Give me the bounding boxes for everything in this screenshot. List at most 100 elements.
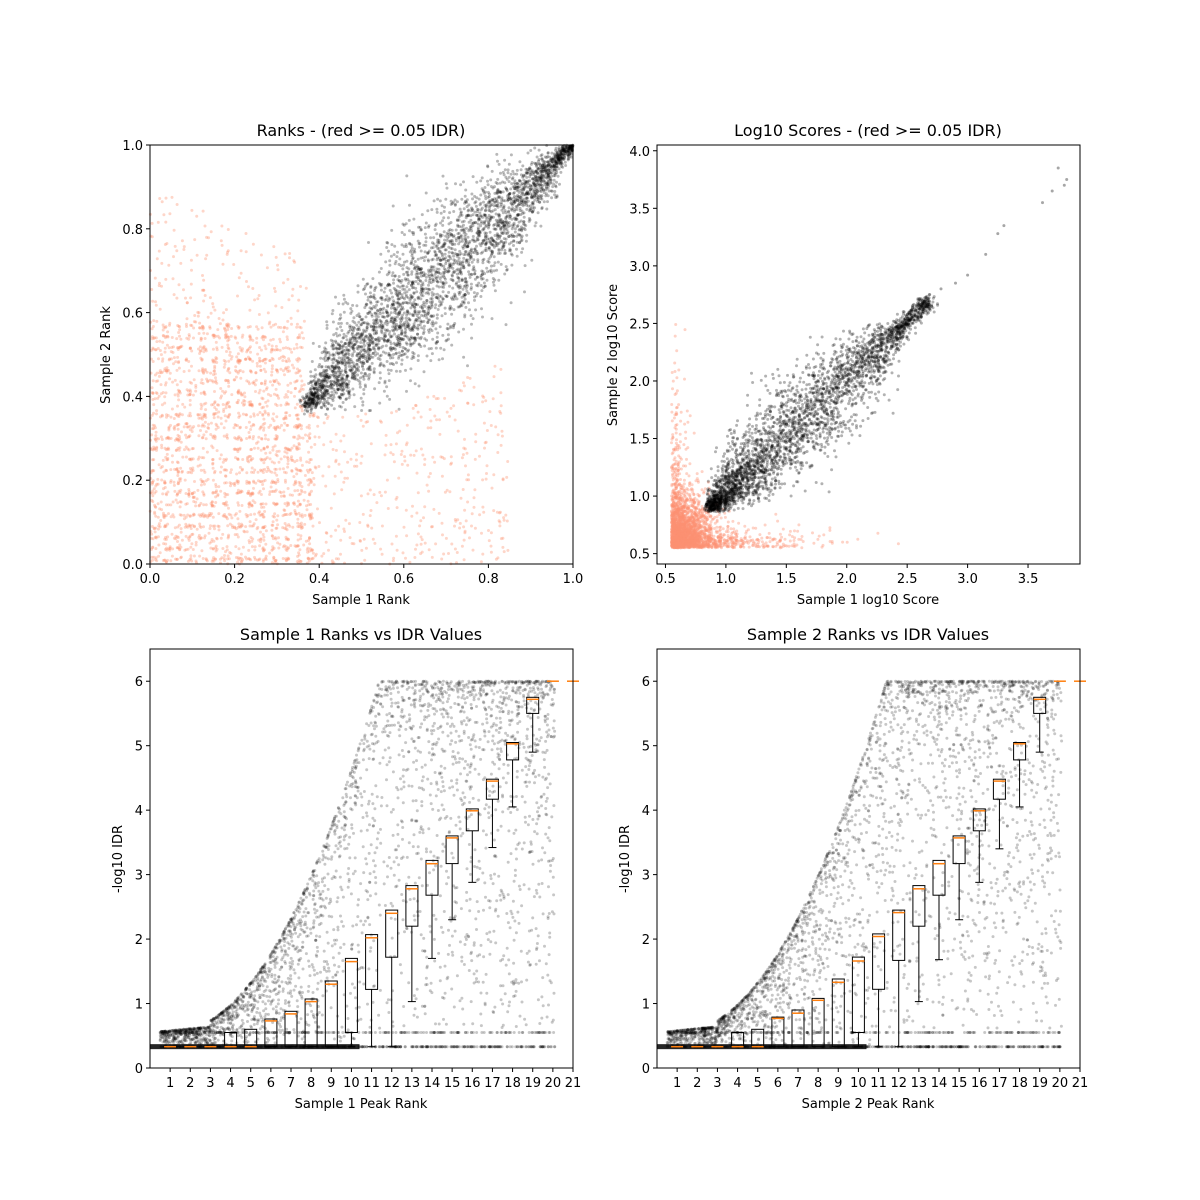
failing-peak-point	[282, 281, 285, 284]
failing-peak-point	[245, 358, 248, 361]
failing-peak-point	[413, 417, 416, 420]
failing-peak-point	[203, 403, 206, 406]
failing-peak-point	[484, 399, 487, 402]
failing-peak-point	[228, 354, 231, 357]
passing-peak-point	[422, 244, 425, 247]
failing-peak-point	[158, 250, 161, 253]
failing-peak-point	[503, 519, 506, 522]
failing-peak-point	[419, 519, 422, 522]
failing-peak-point	[262, 418, 265, 421]
failing-peak-point	[332, 448, 335, 451]
failing-peak-point	[299, 503, 302, 506]
failing-peak-point	[158, 197, 161, 200]
failing-peak-point	[232, 482, 235, 485]
failing-peak-point	[504, 514, 507, 517]
failing-peak-point	[224, 474, 227, 477]
failing-peak-point	[223, 435, 226, 438]
passing-peak-point	[462, 356, 465, 359]
passing-peak-point	[509, 215, 512, 218]
passing-peak-point	[523, 227, 526, 230]
passing-peak-point	[429, 328, 432, 331]
passing-peak-point	[457, 242, 460, 245]
failing-peak-point	[205, 430, 208, 433]
passing-peak-point	[412, 291, 415, 294]
failing-peak-point	[213, 390, 216, 393]
failing-peak-point	[218, 317, 221, 320]
passing-peak-point	[342, 401, 345, 404]
failing-peak-point	[295, 472, 298, 475]
failing-peak-point	[174, 245, 177, 248]
failing-peak-point	[298, 390, 301, 393]
passing-peak-point	[307, 392, 310, 395]
failing-peak-point	[204, 225, 207, 228]
passing-peak-point	[428, 281, 431, 284]
failing-peak-point	[257, 492, 260, 495]
failing-peak-point	[384, 453, 387, 456]
failing-peak-point	[165, 325, 168, 328]
passing-peak-point	[364, 293, 367, 296]
passing-peak-point	[464, 277, 467, 280]
failing-peak-point	[189, 557, 192, 560]
passing-peak-point	[403, 288, 406, 291]
failing-peak-point	[165, 242, 168, 245]
failing-peak-point	[160, 435, 163, 438]
failing-peak-point	[323, 421, 326, 424]
failing-peak-point	[257, 447, 260, 450]
failing-peak-point	[176, 501, 179, 504]
failing-peak-point	[193, 525, 196, 528]
failing-peak-point	[256, 297, 259, 300]
failing-peak-point	[298, 326, 301, 329]
failing-peak-point	[490, 424, 493, 427]
failing-peak-point	[151, 490, 154, 493]
failing-peak-point	[271, 345, 274, 348]
failing-peak-point	[310, 446, 313, 449]
failing-peak-point	[380, 421, 383, 424]
failing-peak-point	[395, 498, 398, 501]
passing-peak-point	[502, 232, 505, 235]
failing-peak-point	[301, 409, 304, 412]
failing-peak-point	[248, 421, 251, 424]
failing-peak-point	[360, 455, 363, 458]
passing-peak-point	[357, 284, 360, 287]
failing-peak-point	[260, 254, 263, 257]
passing-peak-point	[436, 336, 439, 339]
failing-peak-point	[258, 360, 261, 363]
failing-peak-point	[155, 304, 158, 307]
passing-peak-point	[362, 392, 365, 395]
failing-peak-point	[175, 297, 178, 300]
passing-peak-point	[414, 320, 417, 323]
passing-peak-point	[495, 219, 498, 222]
failing-peak-point	[360, 462, 363, 465]
failing-peak-point	[502, 516, 505, 519]
passing-peak-point	[425, 236, 428, 239]
passing-peak-point	[342, 378, 345, 381]
failing-peak-point	[265, 388, 268, 391]
passing-peak-point	[507, 225, 510, 228]
failing-peak-point	[266, 266, 269, 269]
passing-peak-point	[447, 327, 450, 330]
failing-peak-point	[193, 555, 196, 558]
failing-peak-point	[272, 412, 275, 415]
failing-peak-point	[275, 468, 278, 471]
failing-peak-point	[265, 555, 268, 558]
failing-peak-point	[278, 338, 281, 341]
failing-peak-point	[300, 380, 303, 383]
failing-peak-point	[260, 449, 263, 452]
passing-peak-point	[381, 298, 384, 301]
failing-peak-point	[499, 511, 502, 514]
failing-peak-point	[156, 397, 159, 400]
passing-peak-point	[454, 295, 457, 298]
failing-peak-point	[424, 542, 427, 545]
failing-peak-point	[200, 337, 203, 340]
failing-peak-point	[367, 525, 370, 528]
failing-peak-point	[214, 491, 217, 494]
failing-peak-point	[343, 530, 346, 533]
failing-peak-point	[248, 455, 251, 458]
failing-peak-point	[449, 463, 452, 466]
passing-peak-point	[484, 209, 487, 212]
failing-peak-point	[405, 443, 408, 446]
passing-peak-point	[520, 168, 523, 171]
failing-peak-point	[234, 448, 237, 451]
failing-peak-point	[228, 323, 231, 326]
failing-peak-point	[227, 367, 230, 370]
